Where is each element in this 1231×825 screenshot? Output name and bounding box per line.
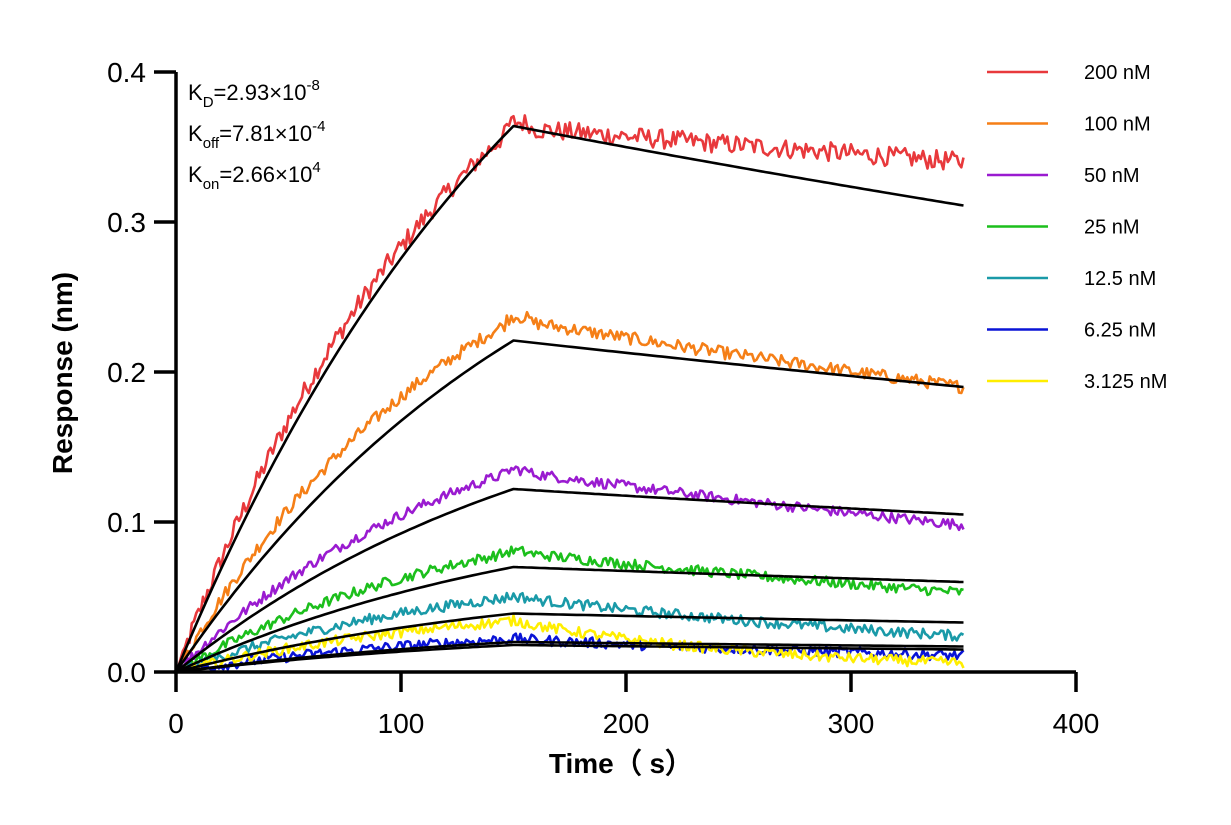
fit-curve-25-nM bbox=[175, 565, 964, 674]
data-curves bbox=[174, 114, 965, 674]
fit-curve-12_5-nM bbox=[175, 612, 964, 674]
data-series-3_125-nM bbox=[175, 614, 965, 673]
legend-label: 100 nM bbox=[1084, 114, 1151, 136]
fit-curve-50-nM bbox=[175, 487, 964, 674]
y-tick-label: 0.0 bbox=[107, 657, 146, 688]
y-tick-label: 0.2 bbox=[107, 357, 146, 388]
legend-label: 12.5 nM bbox=[1084, 268, 1156, 290]
data-series-12_5-nM bbox=[175, 591, 965, 673]
data-series-25-nM bbox=[175, 545, 964, 674]
kinetic-constant-on: Kon=2.66×104 bbox=[188, 159, 321, 193]
legend-label: 25 nM bbox=[1084, 217, 1140, 239]
kinetic-constant-D: KD=2.93×10-8 bbox=[188, 77, 320, 111]
fit-curve-100-nM bbox=[174, 339, 964, 673]
fit-curve-6_25-nM bbox=[175, 640, 964, 674]
x-axis-title: Time（ s） bbox=[549, 747, 693, 779]
y-tick-label: 0.4 bbox=[107, 57, 146, 88]
legend-label: 200 nM bbox=[1084, 62, 1151, 84]
fit-curve-3_125-nM bbox=[175, 643, 964, 674]
y-tick-label: 0.1 bbox=[107, 507, 146, 538]
data-series-6_25-nM bbox=[175, 632, 965, 674]
y-axis-title: Response (nm) bbox=[47, 272, 78, 474]
fit-curve-200-nM bbox=[174, 124, 964, 673]
fit-curves bbox=[174, 124, 964, 674]
legend: 200 nM 100 nM 50 nM 25 nM 12.5 nM 6.25 nM 3.12… bbox=[987, 62, 1167, 393]
data-series-50-nM bbox=[175, 465, 965, 674]
x-tick-label: 200 bbox=[603, 708, 650, 739]
data-series-200-nM bbox=[174, 114, 965, 672]
data-series-100-nM bbox=[175, 310, 965, 673]
axes: 0 100 200 300 400 0.0 0.1 0.2 0.3 0.4 bbox=[107, 57, 1099, 739]
y-tick-label: 0.3 bbox=[107, 207, 146, 238]
x-tick-label: 100 bbox=[378, 708, 425, 739]
x-tick-label: 400 bbox=[1053, 708, 1100, 739]
legend-label: 6.25 nM bbox=[1084, 320, 1156, 342]
kinetic-constant-off: Koff=7.81×10-4 bbox=[188, 118, 325, 152]
x-tick-label: 0 bbox=[168, 708, 184, 739]
kinetic-constants: KD=2.93×10-8 Koff=7.81×10-4 Kon=2.66×104 bbox=[188, 77, 325, 193]
legend-label: 50 nM bbox=[1084, 165, 1140, 187]
legend-label: 3.125 nM bbox=[1084, 371, 1167, 393]
x-tick-label: 300 bbox=[828, 708, 875, 739]
